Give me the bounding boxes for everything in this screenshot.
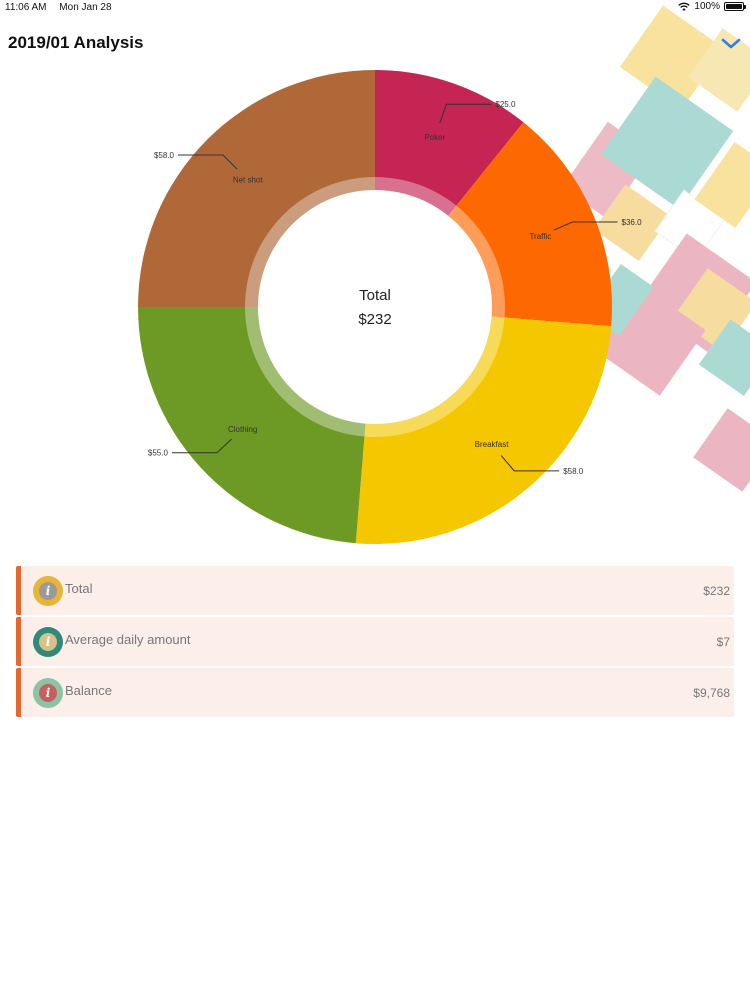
- chart-center-title: Total: [359, 287, 391, 304]
- leader-line: [500, 455, 560, 472]
- battery-percent: 100%: [694, 1, 720, 12]
- summary-label: Balance: [65, 683, 112, 698]
- summary-value: $9,768: [693, 686, 730, 700]
- battery-icon: [724, 2, 746, 11]
- wifi-icon: [678, 2, 691, 11]
- slice-label: Breakfast: [475, 440, 510, 449]
- slice-label: Net shot: [233, 176, 264, 185]
- leader-line: [177, 154, 238, 170]
- page-title: 2019/01 Analysis: [8, 33, 144, 52]
- summary-label: Total: [65, 581, 93, 596]
- summary-value: $7: [716, 635, 730, 649]
- leader-line: [553, 221, 618, 231]
- slice-value: $58.0: [563, 467, 584, 476]
- slice-value: $58.0: [154, 151, 175, 160]
- summary-row-balance[interactable]: i Balance $9,768: [16, 668, 734, 717]
- summary-list: i Total $232 i Average daily amount $7 i…: [16, 566, 734, 719]
- summary-value: $232: [703, 584, 730, 598]
- slice-label: Traffic: [529, 232, 551, 241]
- leader-line: [171, 438, 232, 454]
- slice-label: Poker: [424, 133, 445, 142]
- status-bar: 11:06 AM Mon Jan 28 100%: [0, 0, 750, 16]
- summary-row-average[interactable]: i Average daily amount $7: [16, 617, 734, 666]
- decorative-pattern: [561, 5, 750, 492]
- slice-value: $55.0: [148, 449, 169, 458]
- donut-chart: Poker $25.0 Traffic $36.0 Breakfast $58.0 Clot…: [138, 70, 643, 544]
- summary-row-total[interactable]: i Total $232: [16, 566, 734, 615]
- slice-value: $36.0: [622, 218, 643, 227]
- slice-value: $25.0: [495, 100, 516, 109]
- info-icon: i: [33, 576, 63, 606]
- info-icon: i: [33, 678, 63, 708]
- info-icon: i: [33, 627, 63, 657]
- summary-label: Average daily amount: [65, 632, 191, 647]
- slice-label: Clothing: [228, 425, 257, 434]
- chart-center-amount: $232: [358, 311, 391, 328]
- leader-line: [439, 103, 492, 124]
- status-time: 11:06 AM: [5, 2, 47, 13]
- status-date: Mon Jan 28: [59, 2, 112, 13]
- chevron-down-icon[interactable]: [720, 33, 742, 53]
